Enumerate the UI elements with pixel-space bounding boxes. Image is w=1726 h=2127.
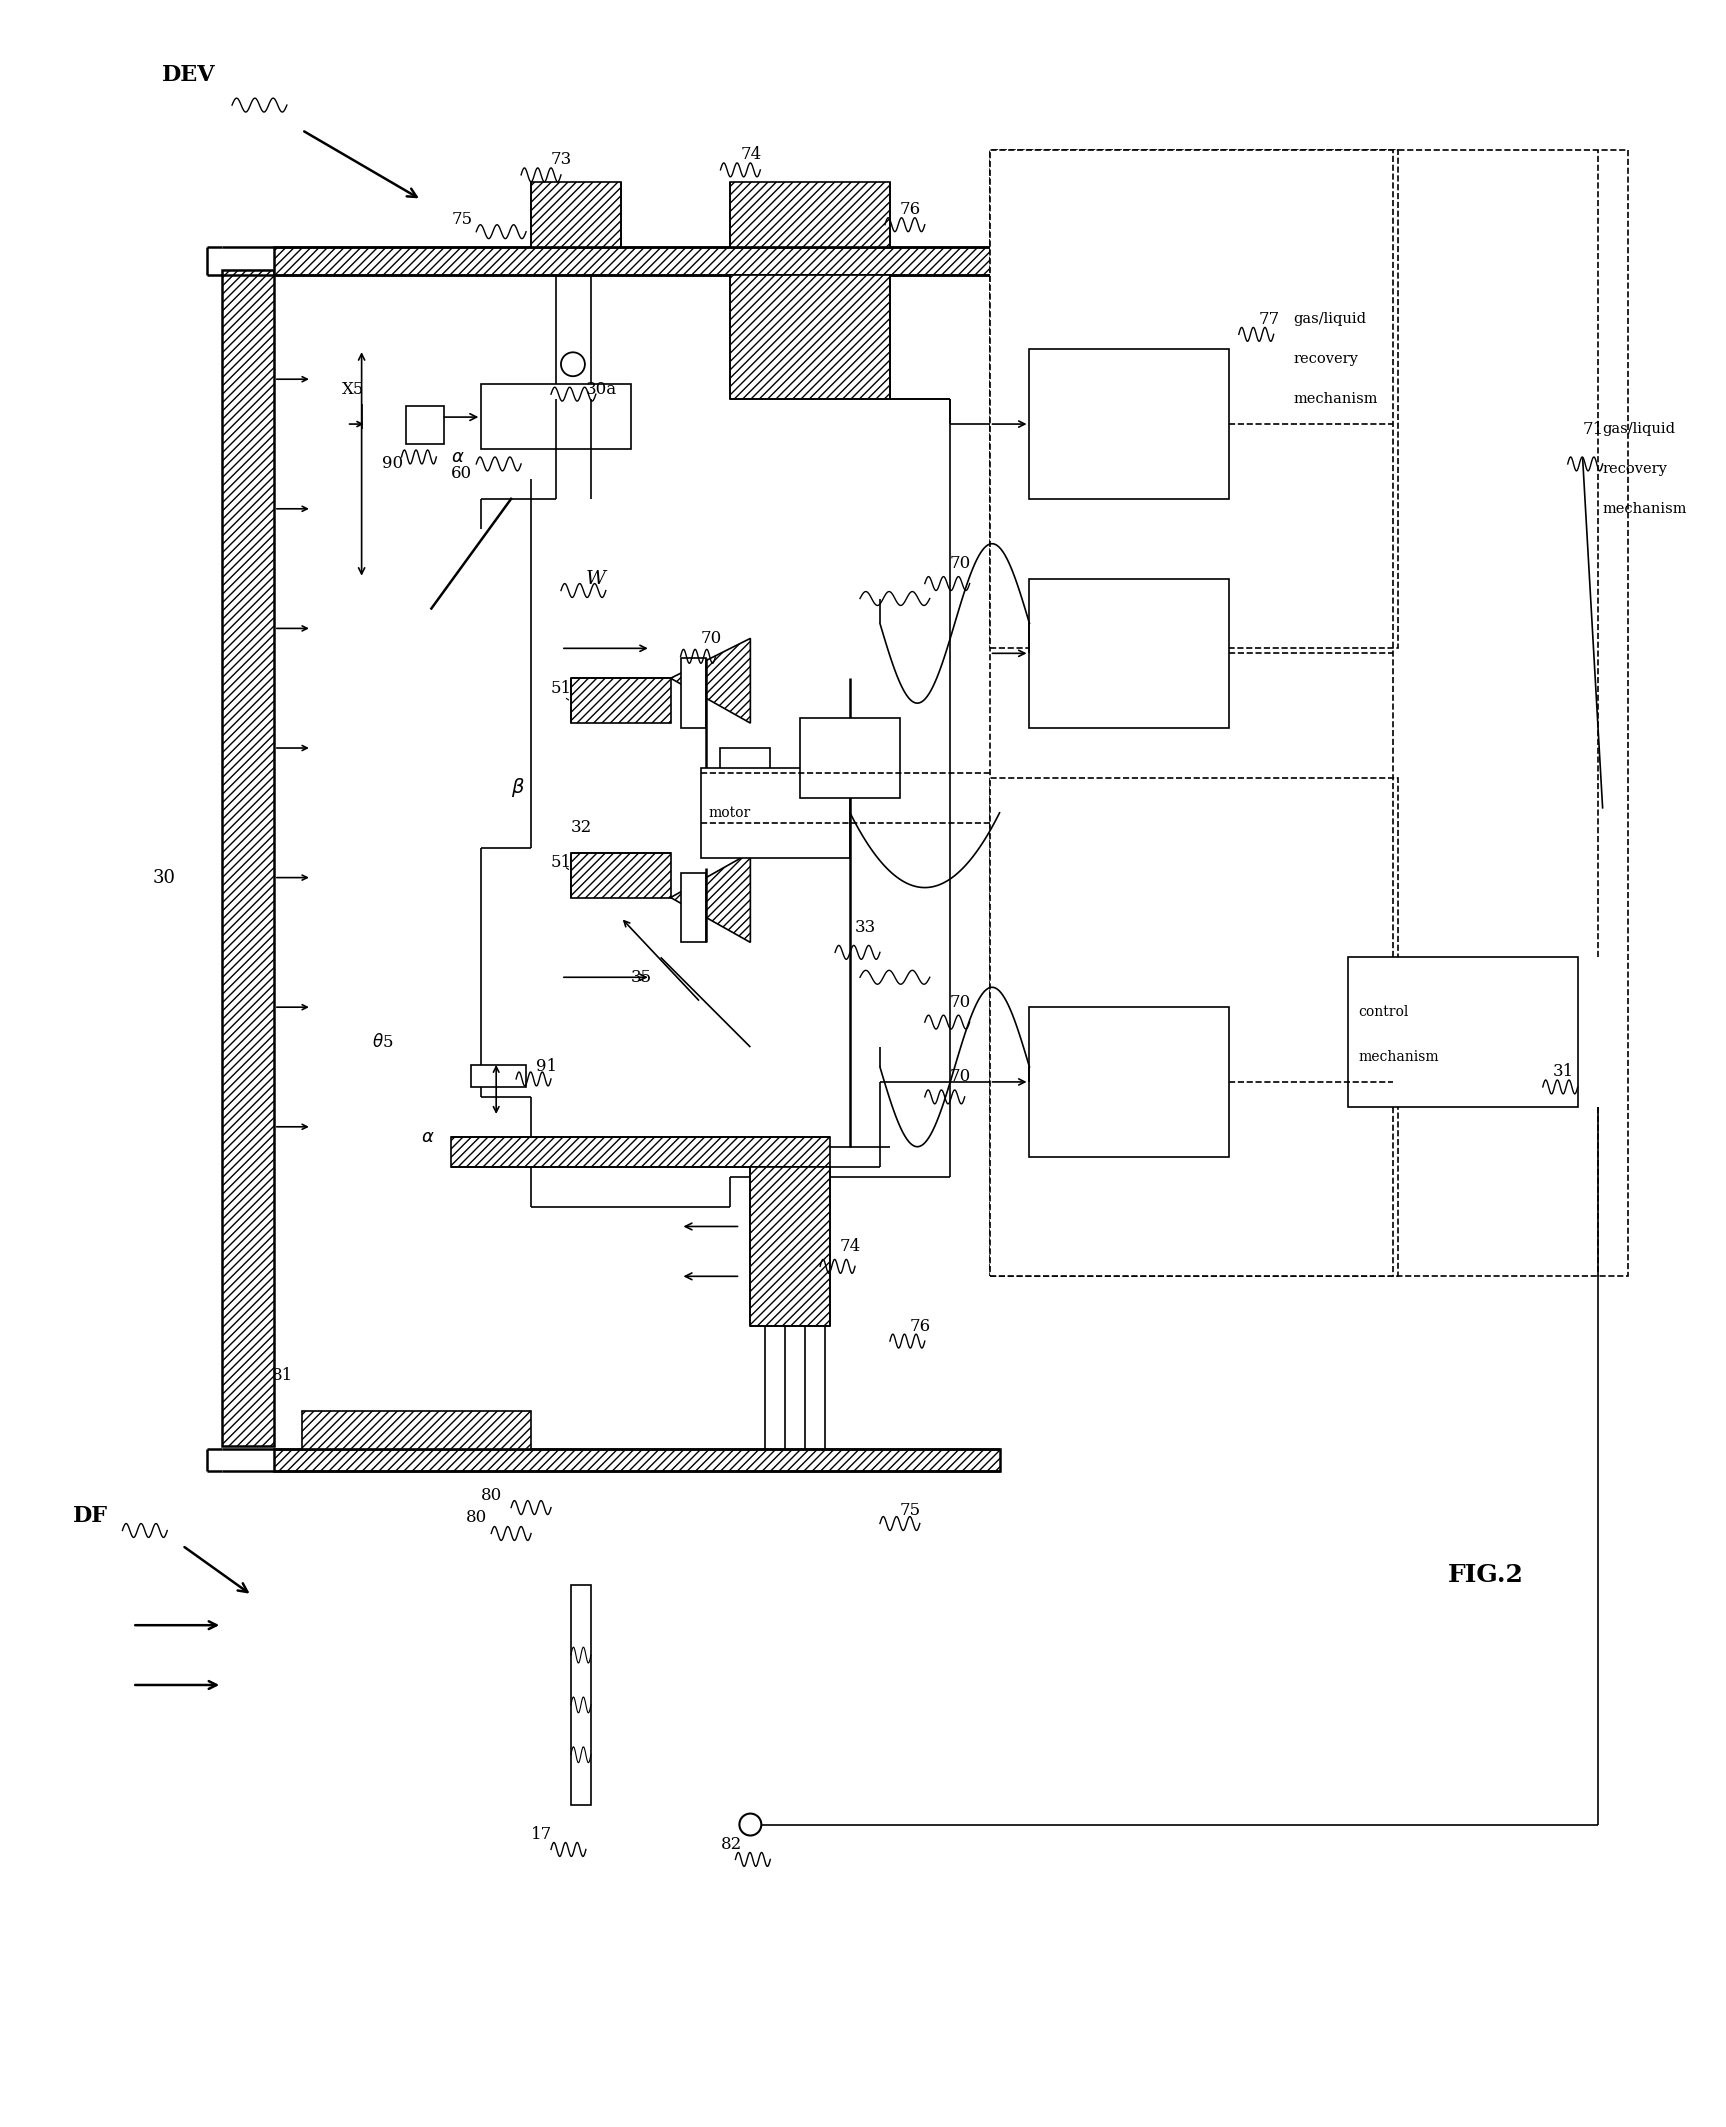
Bar — [1029, 579, 1229, 727]
Bar — [450, 1136, 830, 1168]
Text: X5: X5 — [342, 381, 364, 398]
Text: 17: 17 — [532, 1825, 552, 1842]
Text: 74: 74 — [740, 147, 761, 164]
Text: 76: 76 — [899, 202, 922, 219]
Text: gas/liquid: gas/liquid — [1293, 313, 1367, 325]
Bar — [482, 385, 630, 449]
Text: 90: 90 — [381, 455, 402, 472]
Text: recovery: recovery — [1293, 353, 1358, 366]
Bar — [801, 719, 899, 798]
Text: 60: 60 — [450, 466, 473, 483]
Bar — [571, 853, 671, 898]
Text: 75: 75 — [899, 1502, 922, 1519]
Bar — [471, 1066, 526, 1087]
Text: FIG.2: FIG.2 — [1448, 1563, 1524, 1587]
Bar — [223, 270, 274, 1446]
Text: 71: 71 — [1583, 421, 1603, 438]
Bar — [274, 247, 999, 274]
Polygon shape — [671, 638, 751, 723]
Text: 77: 77 — [1258, 311, 1281, 328]
Bar — [302, 1410, 532, 1448]
Text: $\theta$5: $\theta$5 — [371, 1034, 394, 1051]
Text: W: W — [585, 570, 606, 587]
Text: gas/liquid: gas/liquid — [1603, 421, 1676, 436]
Text: DEV: DEV — [162, 64, 216, 87]
Text: mechanism: mechanism — [1358, 1051, 1439, 1064]
Text: 75: 75 — [450, 211, 473, 228]
Text: 70: 70 — [949, 993, 972, 1010]
Text: 81: 81 — [273, 1368, 293, 1385]
Polygon shape — [671, 853, 751, 942]
Bar — [989, 149, 1628, 1276]
Text: 32: 32 — [571, 819, 592, 836]
Bar — [407, 406, 444, 445]
Text: $\alpha$: $\alpha$ — [421, 1127, 435, 1146]
Text: 31: 31 — [1553, 1064, 1574, 1081]
Bar — [701, 768, 849, 857]
Bar — [730, 181, 891, 247]
Text: 74: 74 — [841, 1238, 861, 1255]
Bar — [680, 659, 706, 727]
Text: recovery: recovery — [1603, 462, 1667, 476]
Bar — [532, 181, 621, 247]
Text: 82: 82 — [720, 1836, 742, 1853]
Text: mechanism: mechanism — [1603, 502, 1686, 515]
Text: DF: DF — [72, 1504, 107, 1527]
Bar — [989, 149, 1398, 649]
Text: 80: 80 — [482, 1487, 502, 1504]
Text: 70: 70 — [949, 1068, 972, 1085]
Bar — [751, 1168, 830, 1325]
Text: 51: 51 — [551, 855, 571, 872]
Bar — [1348, 957, 1578, 1106]
Bar — [571, 1585, 590, 1804]
Text: 30a: 30a — [585, 381, 616, 398]
Bar — [720, 749, 770, 808]
Text: $\alpha$: $\alpha$ — [450, 449, 464, 466]
Text: 91: 91 — [537, 1059, 557, 1076]
Bar — [1029, 1008, 1229, 1157]
Text: 51: 51 — [551, 681, 571, 698]
Text: 80: 80 — [466, 1508, 487, 1525]
Text: mechanism: mechanism — [1293, 391, 1377, 406]
Bar — [274, 1448, 999, 1470]
Bar — [989, 778, 1398, 1276]
Bar — [571, 679, 671, 723]
Text: 30: 30 — [152, 868, 176, 887]
Text: 70: 70 — [701, 630, 721, 647]
Text: 33: 33 — [854, 919, 877, 936]
Bar — [680, 872, 706, 942]
Text: 76: 76 — [910, 1317, 930, 1334]
Bar — [730, 274, 891, 400]
Text: 73: 73 — [551, 151, 573, 168]
Text: 35: 35 — [630, 968, 652, 985]
Text: 70: 70 — [949, 555, 972, 572]
Bar — [1029, 349, 1229, 500]
Text: $\beta$: $\beta$ — [511, 776, 525, 800]
Text: control: control — [1358, 1006, 1408, 1019]
Text: motor: motor — [708, 806, 751, 819]
